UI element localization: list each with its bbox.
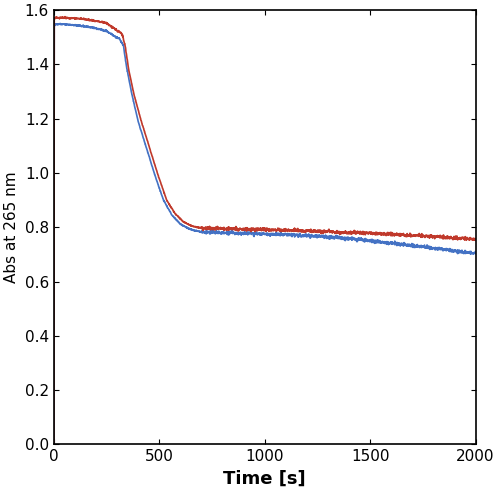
X-axis label: Time [s]: Time [s] — [224, 470, 306, 488]
Y-axis label: Abs at 265 nm: Abs at 265 nm — [4, 172, 19, 283]
